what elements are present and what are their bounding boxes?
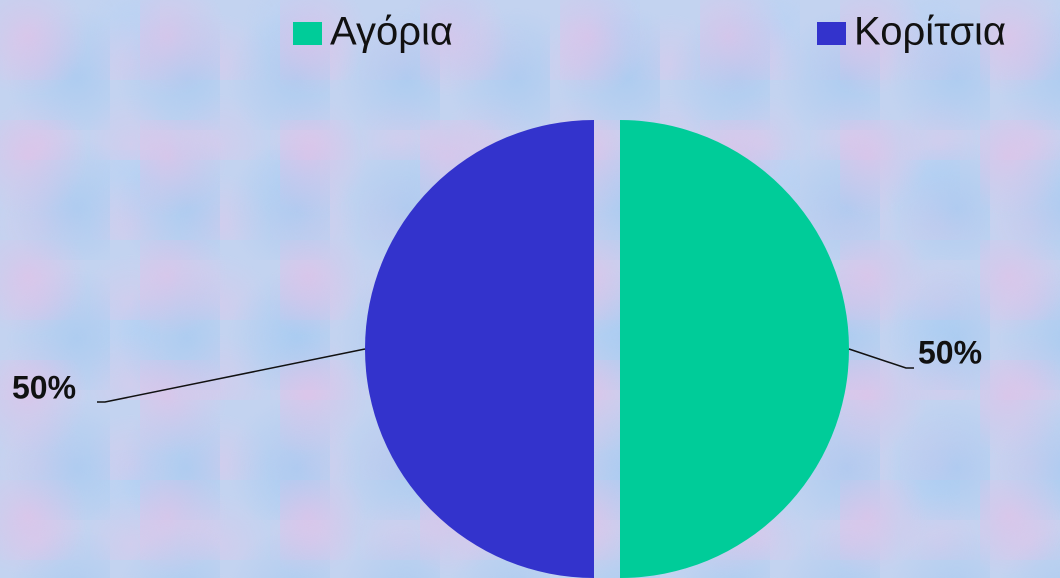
data-label: 50% <box>918 334 982 370</box>
pie-slice <box>620 120 849 578</box>
leader-line <box>97 348 366 403</box>
pie-slice <box>365 120 594 578</box>
legend-label: Αγόρια <box>330 10 453 54</box>
leader-line <box>848 348 914 369</box>
legend-swatch <box>817 22 846 45</box>
data-label: 50% <box>12 369 76 405</box>
legend-label: Κορίτσια <box>854 10 1006 54</box>
legend-swatch <box>293 22 322 45</box>
